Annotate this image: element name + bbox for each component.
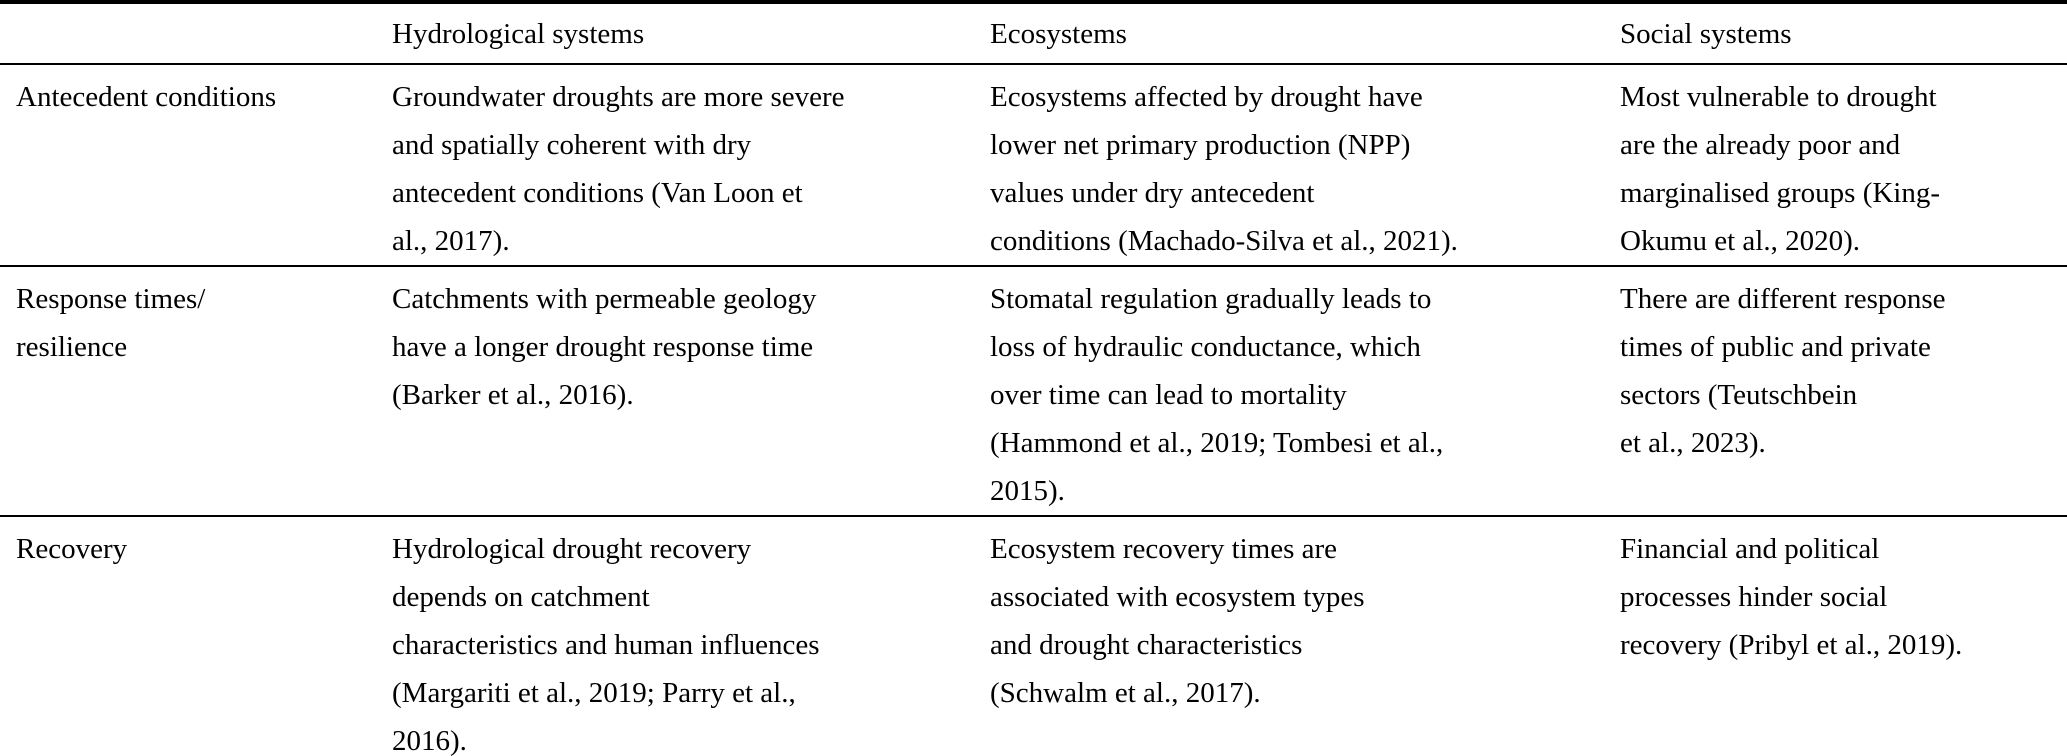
column-header-ecosystems: Ecosystems	[990, 18, 1127, 50]
table-row-response-times-resilience: Response times/ resilience Catchments wi…	[0, 266, 2067, 516]
header-row: Hydrological systems Ecosystems Social s…	[0, 2, 2067, 64]
cell-recovery-hydrological: Hydrological drought recovery depends on…	[392, 533, 820, 756]
cell-antecedent-ecosystems: Ecosystems affected by drought have lowe…	[990, 81, 1458, 257]
cell-antecedent-social: Most vulnerable to drought are the alrea…	[1620, 81, 1941, 257]
cell-response-social: There are different response times of pu…	[1620, 283, 1946, 459]
table-row-recovery: Recovery Hydrological drought recovery d…	[0, 516, 2067, 756]
row-header-recovery: Recovery	[16, 533, 128, 565]
cell-response-hydrological: Catchments with permeable geology have a…	[392, 283, 817, 411]
column-header-social-systems: Social systems	[1620, 18, 1792, 50]
cell-response-ecosystems: Stomatal regulation gradually leads to l…	[990, 283, 1444, 507]
row-header-antecedent-conditions: Antecedent conditions	[16, 81, 277, 113]
cell-antecedent-hydrological: Groundwater droughts are more severe and…	[392, 81, 845, 257]
column-header-hydrological-systems: Hydrological systems	[392, 18, 645, 50]
cell-recovery-social: Financial and political processes hinder…	[1620, 533, 1963, 661]
row-header-response-times-resilience: Response times/ resilience	[16, 283, 206, 363]
cell-recovery-ecosystems: Ecosystem recovery times are associated …	[990, 533, 1365, 709]
table-row-antecedent-conditions: Antecedent conditions Groundwater drough…	[0, 64, 2067, 266]
corner-cell	[0, 2, 376, 64]
